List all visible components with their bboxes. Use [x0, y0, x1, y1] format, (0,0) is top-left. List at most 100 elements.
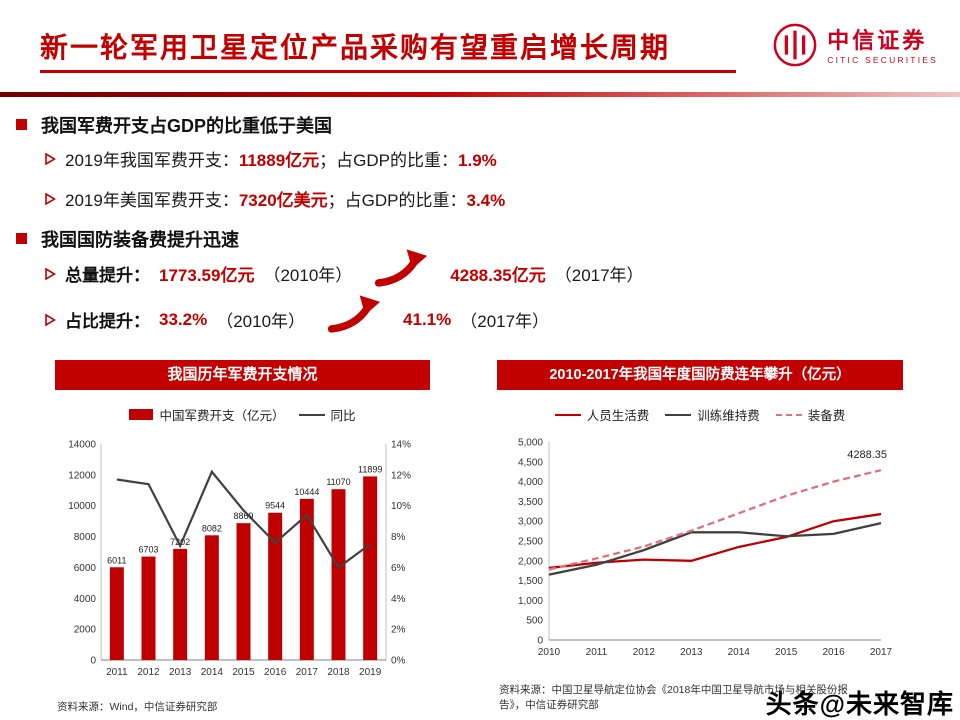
- svg-text:2016: 2016: [822, 647, 845, 658]
- svg-text:2017: 2017: [870, 647, 893, 658]
- svg-text:2012: 2012: [633, 647, 656, 658]
- metric-label: 占比提升：: [65, 312, 150, 331]
- legend-label: 同比: [330, 409, 356, 423]
- dark-line-swatch-icon: [665, 413, 692, 416]
- value-highlight: 4288.35亿元: [450, 266, 546, 285]
- svg-text:10%: 10%: [391, 501, 411, 512]
- chevron-bullet-icon: [44, 265, 57, 285]
- svg-text:2,000: 2,000: [518, 556, 543, 567]
- text-segment: ；占GDP的比重：: [319, 151, 459, 170]
- bar-value-label: 10444: [294, 487, 319, 497]
- right-axis-labels: 0% 2% 4% 6% 8% 10% 12% 14%: [391, 440, 411, 667]
- bar: [236, 523, 251, 660]
- right-chart-title: 2010-2017年我国年度国防费连年攀升（亿元）: [497, 360, 903, 390]
- svg-text:8%: 8%: [391, 532, 406, 543]
- bar: [363, 476, 378, 660]
- series-line: [548, 512, 882, 570]
- page-title: 新一轮军用卫星定位产品采购有望重启增长周期: [40, 32, 671, 63]
- legend-label: 装备费: [807, 409, 846, 423]
- metric-label: 总量提升：: [65, 266, 150, 285]
- bar-value-label: 8869: [233, 511, 253, 521]
- svg-text:2014: 2014: [728, 647, 751, 658]
- bar-value-label: 11070: [326, 477, 350, 487]
- dashed-line-swatch-icon: [775, 413, 802, 416]
- left-chart-source: 资料来源：Wind，中信证券研究部: [57, 701, 218, 713]
- bar: [268, 512, 283, 660]
- legend-label: 中国军费开支（亿元）: [159, 409, 285, 423]
- value-highlight: 11889亿元: [238, 151, 320, 170]
- svg-text:2,500: 2,500: [518, 537, 543, 548]
- svg-text:6%: 6%: [391, 563, 406, 574]
- svg-text:4,500: 4,500: [518, 457, 543, 468]
- svg-text:2%: 2%: [391, 625, 406, 636]
- square-bullet-icon: [16, 233, 27, 244]
- growth-arrow-icon: [326, 295, 382, 338]
- series-line: [548, 469, 882, 571]
- chevron-bullet-icon: [44, 190, 57, 210]
- square-bullet-icon: [16, 119, 27, 130]
- text-segment: （2017年）: [460, 312, 550, 331]
- bar-swatch-icon: [129, 409, 154, 420]
- bar: [331, 489, 346, 660]
- bar-value-label: 6011: [107, 555, 126, 565]
- svg-text:2019: 2019: [359, 667, 382, 678]
- x-axis-labels: 2010 2011 2012 2013 2014 2015 2016 2017: [538, 647, 893, 658]
- svg-text:2013: 2013: [680, 647, 703, 658]
- left-chart-title: 我国历年军费开支情况: [55, 360, 430, 390]
- watermark: 头条@未来智库: [765, 689, 954, 719]
- legend-item: 中国军费开支（亿元）: [129, 405, 285, 424]
- svg-text:1,500: 1,500: [518, 576, 543, 587]
- bar: [204, 535, 219, 660]
- svg-text:2014: 2014: [201, 667, 224, 678]
- bar: [141, 556, 156, 660]
- line-swatch-icon: [298, 413, 325, 416]
- bar: [109, 567, 124, 660]
- value-highlight: 1.9%: [458, 151, 497, 170]
- left-axis-labels: 0 2000 4000 6000 8000 10000 12000 14000: [68, 440, 96, 667]
- right-chart-source-line1: 资料来源：中国卫星导航定位协会《2018年中国卫星导航市场与相关股份报: [499, 684, 848, 696]
- svg-text:2016: 2016: [264, 667, 287, 678]
- annotation-label: 4288.35: [847, 449, 887, 461]
- text-segment: （2010年）: [263, 266, 353, 285]
- header-divider: [0, 92, 960, 97]
- growth-arrow-icon: [373, 249, 429, 292]
- svg-text:0%: 0%: [391, 656, 406, 667]
- bar-value-label: 6703: [138, 545, 158, 555]
- svg-text:10000: 10000: [68, 501, 96, 512]
- legend-item: 人员生活费: [554, 405, 649, 424]
- svg-text:2017: 2017: [296, 667, 319, 678]
- line-chart-svg: 0 500 1,000 1,500 2,000 2,500 3,000 3,500 4,000 4…: [518, 438, 893, 659]
- svg-text:2013: 2013: [169, 667, 192, 678]
- citic-logo: 中信证券 CITIC SECURITIES: [772, 22, 938, 73]
- svg-text:3,000: 3,000: [518, 517, 543, 528]
- bullet-2-sub-1: 总量提升： 1773.59亿元 （2010年） 4288.35亿元 （2017年）: [44, 249, 644, 295]
- text-segment: （2017年）: [554, 266, 644, 285]
- military-spending-bar-chart: 0 2000 4000 6000 8000 10000 12000 14000 0% 2% 4% 6%…: [55, 428, 430, 686]
- red-line-swatch-icon: [554, 413, 581, 416]
- legend-item: 训练维持费: [665, 405, 760, 424]
- series-line: [548, 522, 882, 576]
- value-highlight: 1773.59亿元: [159, 266, 255, 285]
- svg-text:500: 500: [526, 616, 543, 627]
- value-highlight: 41.1%: [403, 309, 452, 329]
- bullet-1-title: 我国军费开支占GDP的比重低于美国: [41, 116, 333, 136]
- value-highlight: 33.2%: [159, 309, 208, 329]
- left-chart-legend: 中国军费开支（亿元） 同比: [55, 405, 430, 424]
- svg-text:8000: 8000: [74, 532, 97, 543]
- bullet-1-sub-1: 2019年我国军费开支：11889亿元；占GDP的比重：1.9%: [44, 146, 497, 171]
- value-highlight: 7320亿美元: [238, 191, 328, 210]
- svg-text:4%: 4%: [391, 594, 406, 605]
- svg-text:2018: 2018: [327, 667, 350, 678]
- svg-text:14000: 14000: [68, 440, 96, 451]
- bar: [173, 548, 188, 660]
- bar-value-label: 9544: [265, 501, 285, 511]
- svg-text:5,000: 5,000: [518, 438, 543, 449]
- legend-item: 装备费: [775, 405, 846, 424]
- yoy-line: [116, 469, 371, 570]
- text-segment: 2019年美国军费开支：: [65, 191, 239, 210]
- defense-cost-line-chart: 0 500 1,000 1,500 2,000 2,500 3,000 3,500 4,000 4…: [497, 428, 903, 666]
- logo-cn-text: 中信证券: [827, 28, 928, 55]
- svg-text:12000: 12000: [68, 470, 96, 481]
- svg-text:3,500: 3,500: [518, 497, 543, 508]
- bullet-2: 我国国防装备费提升迅速: [16, 226, 239, 252]
